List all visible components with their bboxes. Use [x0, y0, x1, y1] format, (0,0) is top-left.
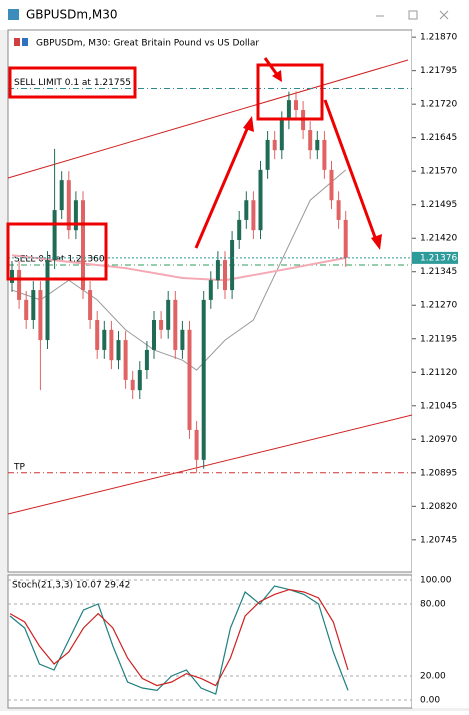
candle-body: [208, 280, 213, 300]
window-title: GBPUSDm,M30: [26, 8, 118, 22]
y-tick-label: 1.21495: [420, 200, 457, 210]
candle-body: [279, 120, 284, 151]
candle-body: [73, 200, 78, 231]
y-tick-label: 1.21195: [420, 334, 457, 344]
candle-body: [116, 340, 121, 361]
candle-body: [59, 180, 64, 211]
order-label: SELL 0.1 at 1.21360: [14, 255, 105, 265]
order-label: SELL LIMIT 0.1 at 1.21755: [14, 78, 131, 88]
y-tick-label: 1.21870: [420, 33, 457, 43]
arrowhead: [272, 70, 282, 82]
candle-body: [95, 319, 100, 350]
symbol-icon: [22, 38, 28, 46]
candle-body: [329, 169, 334, 201]
annotation-box: [6, 222, 108, 281]
arrowhead: [371, 234, 382, 250]
candle-body: [237, 219, 242, 241]
candle-body: [130, 379, 135, 391]
channel-line: [7, 414, 413, 515]
y-tick-label: 1.21420: [420, 234, 457, 244]
app-icon: [8, 9, 19, 20]
candle-body: [187, 329, 192, 430]
candle-body: [24, 299, 29, 320]
y-tick-label: 1.21645: [420, 133, 457, 143]
title-bar: [0, 0, 469, 30]
candle-body: [102, 329, 107, 350]
candle-body: [322, 139, 327, 170]
y-tick-label: 20.00: [420, 672, 446, 682]
candle-body: [251, 200, 256, 231]
arrowhead: [243, 116, 254, 132]
candle-body: [17, 269, 22, 300]
price-axis: [412, 30, 469, 708]
close-button[interactable]: [439, 10, 449, 20]
y-tick-label: 1.21795: [420, 66, 457, 76]
candle-body: [45, 260, 50, 341]
candle-body: [272, 139, 277, 151]
candle-body: [223, 260, 227, 291]
candle-body: [152, 319, 156, 350]
arrow: [323, 99, 378, 241]
title-group: GBPUSDm,M30: [8, 8, 118, 22]
stoch-line: [9, 588, 349, 687]
y-tick-label: 1.20745: [420, 535, 457, 545]
y-tick-label: 1.21270: [420, 301, 457, 311]
candle-body: [166, 299, 171, 330]
candle-body: [244, 200, 249, 220]
candle-body: [31, 290, 36, 320]
annotation-box: [8, 66, 137, 99]
y-tick-label: 1.21120: [420, 368, 457, 378]
stoch-header: Stoch(21,3,3) 10.07 29.42: [12, 581, 130, 591]
y-tick-label: 1.20970: [420, 435, 457, 445]
candle-body: [10, 269, 14, 283]
y-tick-label: 1.21570: [420, 167, 457, 177]
candle-body: [38, 290, 43, 341]
arrow: [194, 121, 252, 249]
chart-header: GBPUSDm, M30: Great Britain Pound vs US …: [36, 39, 259, 49]
channel-line: [7, 59, 409, 179]
moving-average: [11, 254, 346, 282]
current-price-box: [412, 251, 458, 264]
candle-body: [137, 370, 142, 391]
maximize-button[interactable]: [408, 10, 418, 20]
candle-body: [294, 100, 298, 110]
candle-body: [109, 329, 114, 361]
arrow: [263, 57, 280, 77]
candle-body: [81, 200, 85, 291]
candle-body: [194, 429, 199, 460]
candle-body: [180, 329, 185, 350]
y-tick-label: 1.20895: [420, 468, 457, 478]
candle-body: [144, 349, 149, 371]
y-tick-label: 0.00: [420, 696, 440, 706]
candle-body: [215, 260, 220, 281]
candle-body: [308, 130, 313, 151]
candle-body: [265, 139, 270, 170]
candle-body: [201, 299, 206, 460]
candle-body: [173, 299, 178, 350]
candle-body: [336, 200, 341, 220]
annotation-box: [256, 63, 324, 121]
y-tick-label: 1.20820: [420, 502, 457, 512]
y-tick-label: 80.00: [420, 600, 446, 610]
candle-body: [66, 180, 71, 231]
y-tick-label: 1.21045: [420, 401, 457, 411]
candle-body: [286, 100, 291, 121]
y-tick-label: 100.00: [420, 576, 452, 586]
main-plot: [7, 29, 413, 573]
candle-body: [52, 210, 57, 261]
candle-body: [258, 169, 263, 231]
candle-body: [88, 290, 93, 320]
symbol-icon: [14, 38, 20, 46]
order-label: TP: [13, 462, 25, 472]
candle-body: [315, 139, 320, 151]
candle-body: [343, 219, 348, 258]
candle-body: [123, 340, 128, 380]
candle-body: [159, 319, 164, 330]
candle-body: [230, 240, 235, 291]
y-tick-label: 1.21720: [420, 100, 457, 110]
current-price-label: 1.21376: [420, 253, 457, 263]
y-tick-label: 1.21345: [420, 267, 457, 277]
